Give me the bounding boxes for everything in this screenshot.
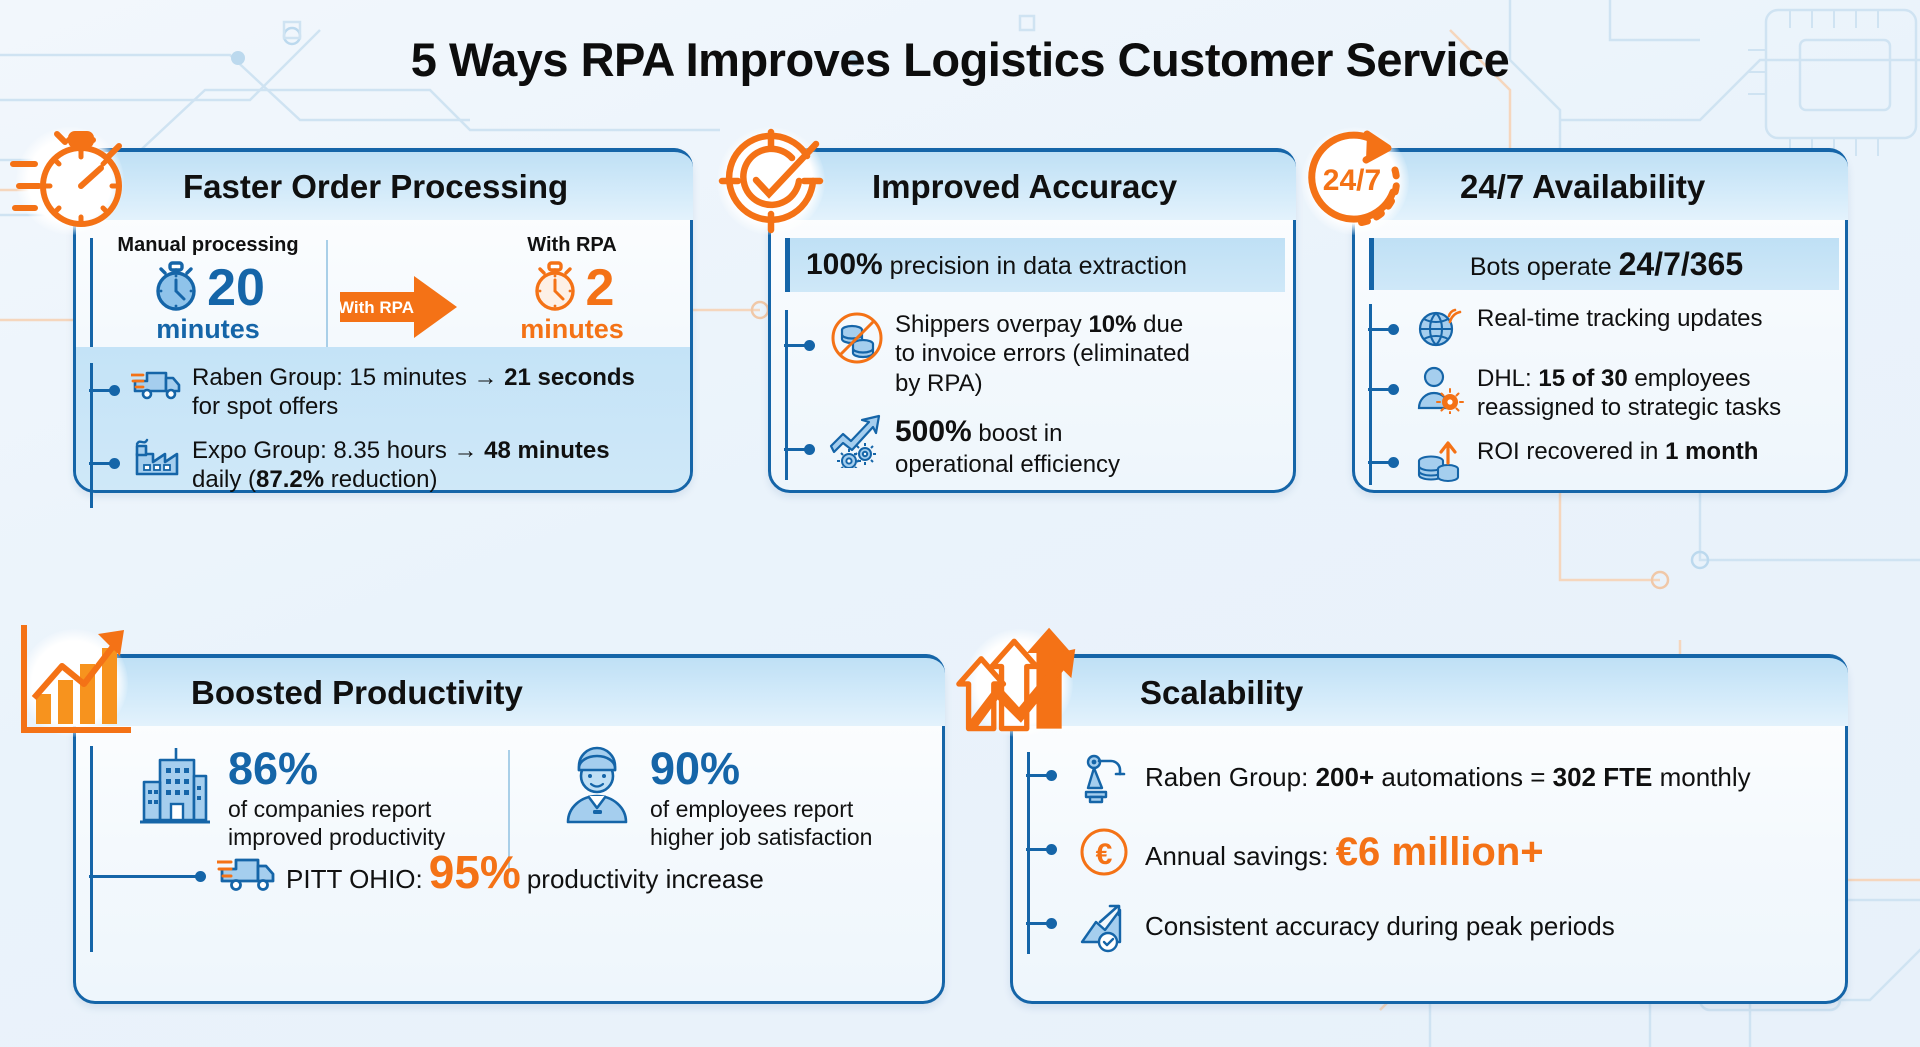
list-item: DHL: 15 of 30 employees reassigned to str…	[1368, 364, 1839, 423]
with-rpa-arrow: With RPA	[338, 274, 460, 345]
list-item: Real-time tracking updates	[1368, 304, 1839, 350]
stat-caption: of employees report higher job satisfacti…	[650, 796, 873, 850]
card-header: Boosted Productivity	[73, 654, 945, 726]
list-item: ROI recovered in 1 month	[1368, 437, 1839, 485]
clock-247-icon: 24/7	[1291, 117, 1419, 245]
compare-rpa-unit: minutes	[520, 314, 624, 344]
user-gear-icon	[1413, 364, 1467, 414]
with-rpa-arrow-label: With RPA	[340, 298, 414, 317]
card-header: 24/7 Availability	[1352, 148, 1848, 220]
no-overpay-coins-icon	[829, 310, 885, 366]
card-header: Scalability	[1010, 654, 1848, 726]
highlight-strip	[76, 347, 690, 490]
list-item-text: Consistent accuracy during peak periods	[1145, 911, 1615, 942]
list-item-text: Annual savings: €6 million+	[1145, 832, 1544, 873]
rail	[1027, 752, 1030, 954]
list-item-text: 500% boost in operational efficiency	[895, 414, 1121, 479]
bullet-list: Raben Group: 15 minutes → 21 seconds for …	[89, 363, 650, 509]
bar-chart-growth-icon	[10, 619, 138, 747]
highlight-strip: 100% precision in data extraction	[785, 238, 1285, 292]
list-item: PITT OHIO: 95% productivity increase	[89, 849, 910, 896]
bullet-list: Shippers overpay 10% due to invoice error…	[784, 310, 1285, 480]
rail	[90, 746, 93, 952]
compare-rpa-label: With RPA	[527, 234, 617, 256]
stat-employees: 90% of employees report higher job satisf…	[508, 746, 926, 874]
list-item: Shippers overpay 10% due to invoice error…	[784, 310, 1285, 398]
compare-manual-value: 20	[207, 258, 265, 317]
robot-arm-icon	[1075, 752, 1135, 804]
card-title: Improved Accuracy	[872, 167, 1178, 205]
list-item-text: Shippers overpay 10% due to invoice error…	[895, 311, 1190, 397]
rail	[90, 363, 93, 509]
compare-manual-unit: minutes	[156, 314, 260, 344]
stat-caption: of companies report improved productivity	[228, 796, 446, 850]
delivery-truck-icon	[216, 849, 278, 895]
annual-savings-value: €6 million+	[1335, 829, 1544, 874]
list-item: Raben Group: 200+ automations = 302 FTE …	[1026, 752, 1827, 804]
euro-circle-icon: €	[1075, 826, 1135, 878]
coins-up-arrow-icon	[1413, 437, 1467, 485]
list-item-text: DHL: 15 of 30 employees reassigned to str…	[1477, 365, 1782, 422]
globe-signal-icon	[1413, 304, 1467, 350]
pitt-ohio-value: 95%	[428, 846, 521, 898]
list-item: 500% boost in operational efficiency	[784, 414, 1285, 480]
stopwatch-blue-icon	[151, 259, 201, 318]
list-item-text: Real-time tracking updates	[1477, 305, 1763, 332]
rail	[1369, 304, 1372, 485]
highlight-text: 100% precision in data extraction	[806, 248, 1188, 281]
rail	[90, 238, 93, 370]
stopwatch-orange-icon	[530, 259, 580, 318]
card-faster-order-processing: Faster Order Processing Manual processin…	[10, 127, 693, 509]
bullet-list: Raben Group: 200+ automations = 302 FTE …	[1026, 752, 1827, 954]
pitt-ohio-suffix: productivity increase	[526, 864, 764, 894]
page-title: 5 Ways RPA Improves Logistics Customer S…	[410, 33, 1510, 86]
clock-247-label: 24/7	[1323, 164, 1381, 197]
svg-text:€: €	[1096, 838, 1113, 871]
stats-row: 86% of companies report improved producti…	[90, 746, 942, 952]
highlight-text: Bots operate 24/7/365	[1469, 245, 1744, 282]
stopwatch-speed-icon	[6, 117, 134, 245]
stat-companies: 86% of companies report improved producti…	[90, 746, 508, 874]
rail	[785, 310, 788, 480]
card-header: Faster Order Processing	[73, 148, 693, 220]
card-title: Scalability	[1140, 673, 1304, 711]
list-item-text: ROI recovered in 1 month	[1477, 437, 1759, 465]
compare-rpa-value: 2	[585, 258, 615, 317]
card-title: Faster Order Processing	[183, 167, 569, 205]
list-item: Raben Group: 15 minutes → 21 seconds for …	[89, 363, 650, 422]
divider	[508, 750, 510, 872]
stat-value: 86%	[228, 743, 319, 794]
list-item-text: Raben Group: 200+ automations = 302 FTE …	[1145, 762, 1751, 793]
list-item-text: Expo Group: 8.35 hours → 48 minutes daily…	[192, 436, 610, 493]
list-item: Consistent accuracy during peak periods	[1026, 900, 1827, 954]
factory-icon	[130, 436, 184, 478]
pitt-ohio-label: PITT OHIO:	[286, 864, 423, 894]
card-title: 24/7 Availability	[1460, 167, 1706, 205]
bullet-list: Real-time tracking updates D	[1368, 304, 1839, 485]
card-header: Improved Accuracy	[768, 148, 1296, 220]
list-item-text: PITT OHIO: 95% productivity increase	[286, 849, 764, 896]
list-item: Expo Group: 8.35 hours → 48 minutes daily…	[89, 436, 650, 495]
card-boosted-productivity: Boosted Productivity	[20, 625, 945, 1004]
card-scalability: Scalability	[956, 627, 1848, 1004]
employee-avatar-icon	[554, 746, 640, 828]
target-check-icon	[707, 117, 835, 245]
chart-check-icon	[1075, 900, 1135, 954]
bullet-list: PITT OHIO: 95% productivity increase	[89, 849, 910, 896]
growth-gears-icon	[829, 414, 885, 468]
card-improved-accuracy: Improved Accuracy 100% precision in data…	[717, 127, 1296, 493]
highlight-strip: Bots operate 24/7/365	[1369, 238, 1839, 290]
compare-manual-label: Manual processing	[117, 234, 299, 256]
delivery-truck-icon	[130, 363, 184, 403]
annual-savings-label: Annual savings:	[1145, 840, 1329, 871]
office-building-icon	[132, 746, 218, 828]
list-item: € Annual savings: €6 million+	[1026, 826, 1827, 878]
card-title: Boosted Productivity	[191, 673, 523, 711]
card-24-7-availability: 24/7 24/7 Availability Bots operate 24/7…	[1301, 127, 1848, 493]
stat-value: 90%	[650, 743, 741, 794]
divider	[326, 240, 328, 368]
list-item-text: Raben Group: 15 minutes → 21 seconds for …	[192, 364, 635, 421]
three-up-arrows-icon	[955, 619, 1083, 747]
